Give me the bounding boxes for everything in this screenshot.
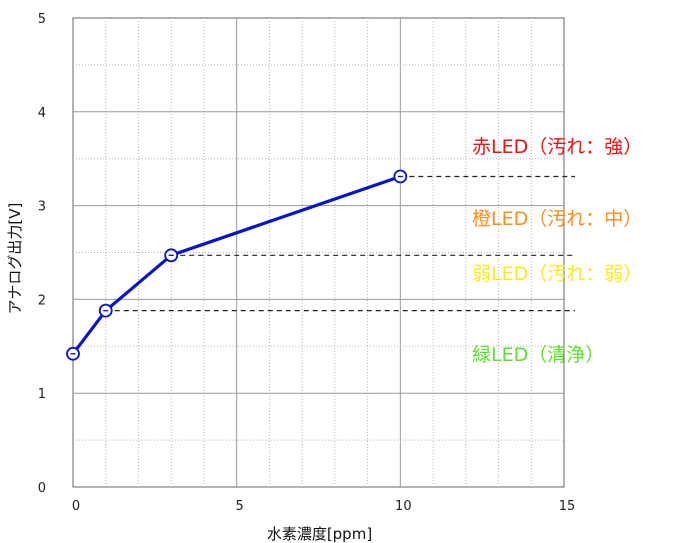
tick-labels: 0 5 10 15 0 1 2 3 4 5 xyxy=(38,12,576,514)
y-tick-label: 2 xyxy=(38,293,46,308)
x-tick-label: 0 xyxy=(72,499,80,514)
x-axis-title: 水素濃度[ppm] xyxy=(267,525,372,543)
x-tick-label: 10 xyxy=(395,499,412,514)
y-tick-label: 5 xyxy=(38,12,46,27)
y-tick-label: 3 xyxy=(38,200,46,215)
led-annotation-label: 緑LED（清浄） xyxy=(472,344,604,366)
threshold-lines xyxy=(105,175,575,312)
led-annotations: 赤LED（汚れ：強） 橙LED（汚れ：中） 弱LED（汚れ：弱） 緑LED（清浄） xyxy=(472,136,642,366)
y-axis-title: アナログ出力[V] xyxy=(6,203,24,315)
x-tick-label: 15 xyxy=(559,499,576,514)
y-tick-label: 0 xyxy=(38,481,46,496)
series xyxy=(66,169,408,361)
x-tick-label: 5 xyxy=(236,499,244,514)
led-annotation-label: 弱LED（汚れ：弱） xyxy=(472,263,642,285)
led-annotation-label: 橙LED（汚れ：中） xyxy=(472,208,642,230)
series-line xyxy=(71,174,402,356)
y-tick-label: 1 xyxy=(38,387,46,402)
led-annotation-label: 赤LED（汚れ：強） xyxy=(472,136,642,158)
y-tick-label: 4 xyxy=(38,106,46,121)
